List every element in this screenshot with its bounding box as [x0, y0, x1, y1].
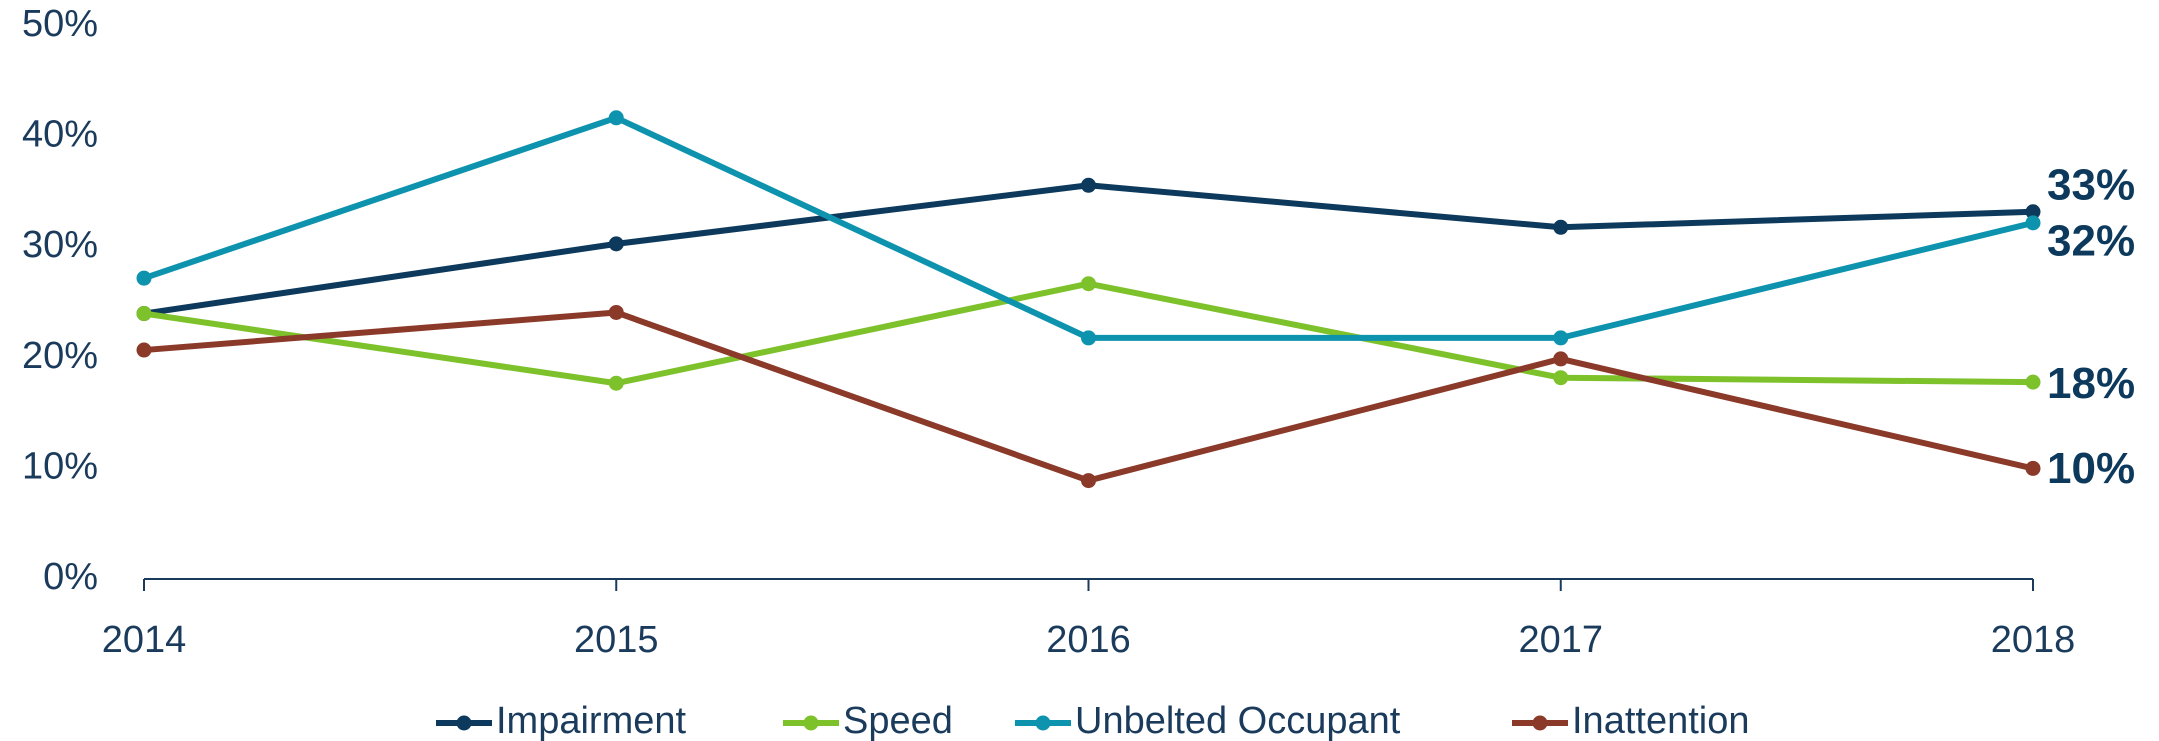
legend-marker: [456, 715, 472, 731]
y-tick-label: 10%: [22, 445, 98, 487]
value-label: 32%: [2047, 216, 2135, 265]
series-line: [143, 114, 2034, 341]
value-label: 18%: [2047, 359, 2135, 408]
x-tick-label: 2014: [102, 619, 187, 661]
data-point: [608, 375, 624, 391]
value-label: 10%: [2047, 444, 2135, 493]
legend-label: Speed: [843, 700, 953, 741]
data-point: [1081, 473, 1096, 489]
data-point: [1553, 219, 1569, 235]
data-point: [1553, 370, 1569, 386]
data-point: [1553, 351, 1569, 367]
data-point: [136, 342, 152, 358]
data-point: [1553, 330, 1569, 346]
data-point: [2025, 215, 2041, 231]
data-point: [608, 236, 624, 252]
x-tick-label: 2018: [1991, 619, 2076, 661]
legend-marker: [1035, 715, 1051, 731]
data-point: [2025, 374, 2041, 390]
y-tick-label: 20%: [22, 335, 98, 377]
x-tick-label: 2016: [1046, 619, 1131, 661]
data-point: [608, 110, 624, 126]
x-tick-label: 2017: [1518, 619, 1603, 661]
data-point: [1081, 330, 1096, 346]
y-tick-label: 30%: [22, 224, 98, 266]
y-tick-label: 40%: [22, 114, 98, 156]
value-label: 33%: [2047, 160, 2135, 209]
data-point: [136, 306, 152, 322]
data-point: [136, 270, 152, 286]
y-tick-label: 50%: [22, 3, 98, 45]
legend-label: Impairment: [496, 700, 686, 741]
data-point: [1081, 177, 1096, 193]
data-point: [2025, 460, 2041, 476]
legend-marker: [803, 715, 819, 731]
legend-marker: [1532, 715, 1548, 731]
data-point: [608, 304, 624, 320]
data-point: [2025, 204, 2041, 220]
legend-label: Unbelted Occupant: [1075, 700, 1401, 741]
legend-label: Inattention: [1572, 700, 1749, 741]
y-tick-label: 0%: [43, 556, 98, 598]
x-tick-label: 2015: [574, 619, 659, 661]
data-point: [1081, 276, 1096, 292]
